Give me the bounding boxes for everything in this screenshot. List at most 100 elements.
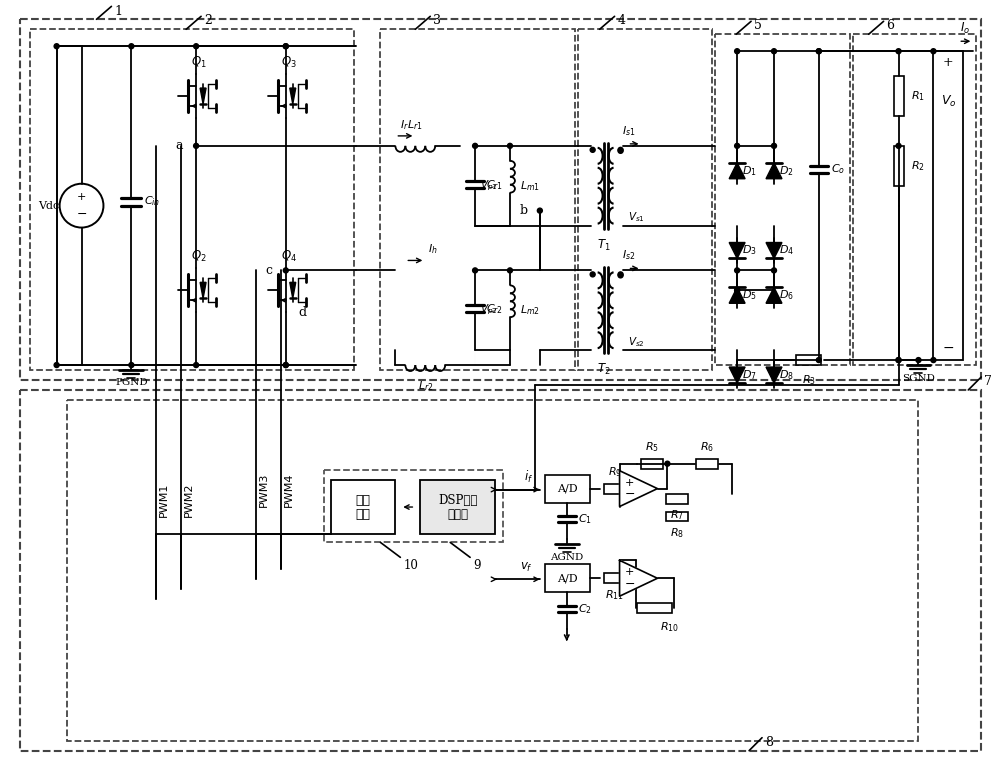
Text: $I_{s1}$: $I_{s1}$	[622, 124, 635, 138]
Text: 5: 5	[754, 19, 762, 33]
Text: DSP数字: DSP数字	[438, 493, 477, 507]
Text: $C_{r1}$: $C_{r1}$	[486, 178, 503, 192]
Polygon shape	[620, 470, 657, 506]
Bar	[545, 475, 590, 502]
Circle shape	[507, 268, 512, 273]
Circle shape	[590, 147, 595, 152]
Text: PWM3: PWM3	[259, 473, 269, 507]
Circle shape	[816, 49, 821, 54]
Circle shape	[54, 44, 59, 49]
Text: $D_7$: $D_7$	[742, 368, 757, 382]
Bar	[894, 76, 904, 116]
Text: $R_{10}$: $R_{10}$	[660, 620, 679, 634]
Text: $L_{r1}$: $L_{r1}$	[407, 118, 423, 132]
Text: a: a	[176, 139, 183, 152]
Text: −: −	[624, 488, 635, 501]
Circle shape	[618, 147, 623, 152]
Text: −: −	[76, 208, 87, 221]
Circle shape	[473, 268, 478, 273]
Text: $I_o$: $I_o$	[960, 21, 970, 36]
Text: 6: 6	[887, 19, 895, 33]
Text: 电路: 电路	[356, 508, 371, 521]
Circle shape	[735, 288, 740, 293]
Bar	[641, 459, 663, 469]
Text: +: +	[625, 567, 634, 578]
Text: $D_1$: $D_1$	[742, 164, 757, 178]
Circle shape	[896, 358, 901, 363]
Text: $D_8$: $D_8$	[779, 368, 794, 382]
Polygon shape	[766, 242, 782, 258]
Bar	[20, 19, 981, 380]
Bar	[604, 483, 626, 493]
Text: A/D: A/D	[557, 483, 578, 493]
Circle shape	[590, 272, 595, 277]
Text: $Q_{1}$: $Q_{1}$	[191, 55, 207, 70]
Circle shape	[473, 144, 478, 148]
Circle shape	[735, 268, 740, 273]
Text: $Q_{3}$: $Q_{3}$	[281, 55, 297, 70]
Polygon shape	[620, 560, 657, 596]
Circle shape	[735, 144, 740, 148]
Circle shape	[896, 358, 901, 363]
Text: +: +	[625, 477, 634, 488]
Bar	[380, 30, 575, 370]
Circle shape	[772, 268, 776, 273]
Polygon shape	[766, 287, 782, 303]
Text: PWM1: PWM1	[159, 483, 169, 517]
Circle shape	[816, 49, 821, 54]
Bar	[324, 470, 503, 543]
Text: $R_{11}$: $R_{11}$	[605, 588, 624, 602]
Circle shape	[772, 144, 776, 148]
Text: $C_o$: $C_o$	[831, 162, 845, 176]
Text: $C_2$: $C_2$	[578, 602, 592, 616]
Circle shape	[194, 44, 199, 49]
Text: $R_2$: $R_2$	[911, 159, 925, 173]
Circle shape	[896, 144, 901, 148]
Text: $R_6$: $R_6$	[700, 440, 714, 454]
Bar	[578, 30, 712, 370]
Text: 10: 10	[403, 559, 418, 572]
Bar	[30, 30, 354, 370]
Text: $C_{in}$: $C_{in}$	[144, 194, 161, 207]
Polygon shape	[290, 283, 296, 298]
Bar	[637, 603, 672, 613]
Polygon shape	[200, 88, 206, 104]
Text: 8: 8	[765, 736, 773, 749]
Bar	[853, 34, 976, 365]
Text: A/D: A/D	[557, 573, 578, 583]
Text: $V_{p1}$: $V_{p1}$	[480, 179, 498, 193]
Circle shape	[283, 363, 288, 368]
Circle shape	[283, 44, 288, 49]
Text: PGND: PGND	[115, 378, 148, 388]
Circle shape	[665, 461, 670, 466]
Circle shape	[618, 273, 623, 278]
Text: $I_h$: $I_h$	[428, 242, 438, 256]
Polygon shape	[729, 367, 745, 383]
Text: $R_9$: $R_9$	[608, 465, 622, 479]
Circle shape	[507, 144, 512, 148]
Text: +: +	[943, 56, 954, 69]
Text: −: −	[943, 341, 954, 355]
Text: $C_1$: $C_1$	[578, 512, 592, 527]
Text: $R_5$: $R_5$	[645, 440, 659, 454]
Text: 7: 7	[984, 375, 992, 388]
Text: $V_o$: $V_o$	[941, 93, 956, 109]
Bar	[666, 493, 688, 504]
Polygon shape	[766, 163, 782, 179]
Text: $R_3$: $R_3$	[802, 373, 816, 387]
Circle shape	[129, 44, 134, 49]
Text: 3: 3	[433, 14, 441, 27]
Text: $T_2$: $T_2$	[597, 362, 610, 377]
Text: $i_f$: $i_f$	[524, 468, 533, 485]
Text: 4: 4	[618, 14, 626, 27]
Circle shape	[194, 363, 199, 368]
Text: $D_2$: $D_2$	[779, 164, 794, 178]
Text: $D_3$: $D_3$	[742, 243, 757, 258]
Text: SGND: SGND	[902, 373, 935, 382]
Text: 2: 2	[204, 14, 212, 27]
Bar	[696, 459, 718, 469]
Text: $V_{s1}$: $V_{s1}$	[628, 211, 644, 224]
Bar	[545, 565, 590, 592]
Circle shape	[896, 49, 901, 54]
Text: $Q_{4}$: $Q_{4}$	[281, 249, 297, 264]
